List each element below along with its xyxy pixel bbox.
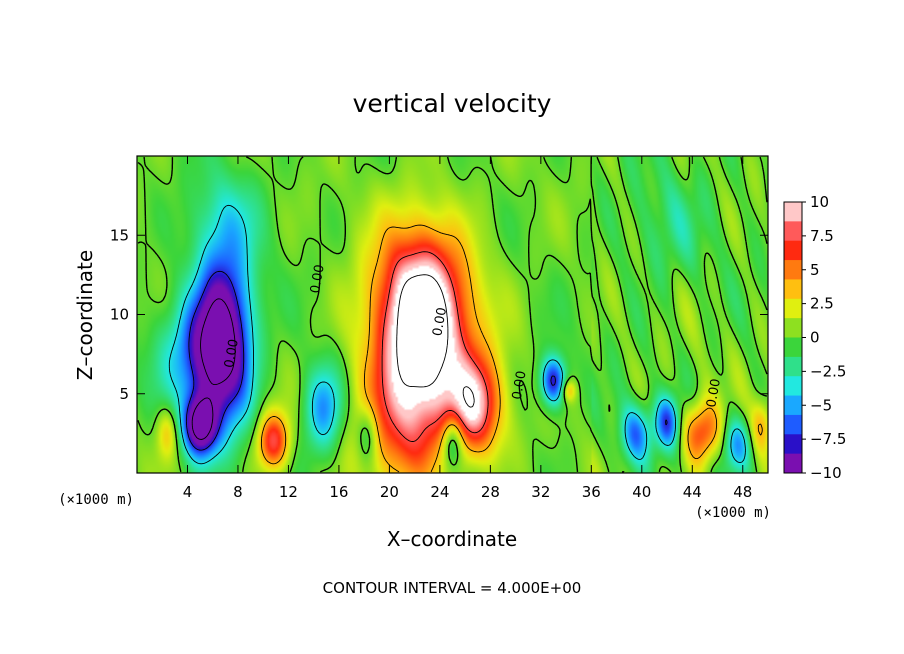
x-tick-label: 40 — [632, 483, 651, 501]
x-tick-label: 36 — [582, 483, 601, 501]
x-tick-label: 28 — [481, 483, 500, 501]
x-tick-label: 8 — [233, 483, 243, 501]
y-axis-label: Z–coordinate — [73, 250, 97, 380]
velocity-field — [137, 156, 768, 473]
colorbar-swatch — [784, 376, 802, 397]
x-tick-label: 48 — [733, 483, 752, 501]
colorbar-tick-label: −2.5 — [810, 362, 846, 380]
contour-lines — [137, 156, 768, 473]
contour-interval-note: CONTOUR INTERVAL = 4.000E+00 — [323, 579, 582, 597]
colorbar-swatch — [784, 260, 802, 280]
colorbar-tick-label: −7.5 — [810, 430, 846, 448]
colorbar: 10 7.5 5 2.5 0 −2.5 −5 −7.5 −10 — [783, 193, 846, 482]
colorbar-swatch — [784, 453, 802, 474]
x-tick-label: 20 — [380, 483, 399, 501]
colorbar-swatch — [784, 356, 802, 377]
x-unit-label-right: (×1000 m) — [695, 505, 771, 521]
x-axis-label: X–coordinate — [387, 527, 517, 551]
x-tick-label: 16 — [329, 483, 348, 501]
contour-line — [396, 274, 475, 408]
colorbar-tick-label: 5 — [810, 261, 820, 279]
x-tick-label: 4 — [183, 483, 193, 501]
contour-line — [191, 298, 236, 440]
colorbar-swatch — [784, 240, 802, 261]
colorbar-tick-label: 0 — [810, 329, 820, 347]
colorbar-swatch — [784, 298, 802, 319]
contour-label: 0.00 — [308, 263, 328, 294]
x-tick-label: 44 — [683, 483, 702, 501]
contour-label-group: 0.00 0.00 0.00 0.00 0.00 — [222, 263, 724, 408]
colorbar-swatch — [784, 395, 802, 416]
contour-label: 0.00 — [704, 378, 724, 409]
contour-line — [168, 204, 746, 465]
x-axis: 4 8 12 16 20 24 28 32 36 40 44 48 — [183, 156, 752, 501]
colorbar-tick-label: 10 — [810, 193, 829, 211]
colorbar-swatch — [784, 318, 802, 338]
plot-area: 0.00 0.00 0.00 0.00 0.00 — [136, 155, 769, 474]
colorbar-swatch — [784, 279, 802, 300]
contour-line — [137, 156, 768, 473]
colorbar-tick-label: 2.5 — [810, 295, 834, 313]
contour-line — [260, 224, 763, 473]
colorbar-swatch — [784, 434, 802, 455]
contour-label: 0.00 — [222, 338, 242, 369]
colorbar-swatch — [784, 414, 802, 435]
colorbar-swatch — [784, 202, 802, 222]
colorbar-tick-label: −5 — [810, 396, 832, 414]
contour-line — [185, 270, 668, 451]
colorbar-swatch — [784, 337, 802, 358]
x-tick-label: 12 — [279, 483, 298, 501]
colorbar-tick-label: −10 — [810, 464, 842, 482]
chart-title: vertical velocity — [353, 89, 552, 118]
x-unit-label-left: (×1000 m) — [58, 492, 134, 508]
colorbar-tick-label: 7.5 — [810, 227, 834, 245]
x-tick-label: 24 — [430, 483, 449, 501]
y-tick-label: 5 — [119, 385, 129, 403]
x-tick-label: 32 — [531, 483, 550, 501]
y-tick-label: 15 — [110, 226, 129, 244]
contour-line — [381, 251, 489, 442]
contour-label: 0.00 — [510, 370, 530, 401]
contour-label: 0.00 — [430, 306, 450, 337]
y-tick-label: 10 — [110, 306, 129, 324]
y-axis: 5 10 15 — [110, 226, 768, 403]
colorbar-swatch — [784, 221, 802, 242]
